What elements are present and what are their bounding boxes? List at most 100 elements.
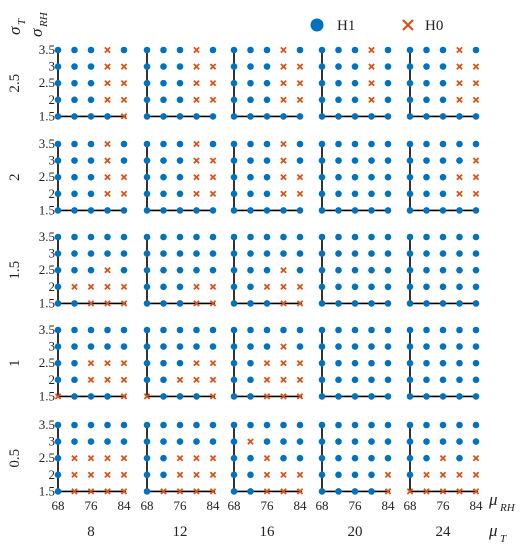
- h1-point: [230, 207, 238, 214]
- h0-point: [104, 454, 111, 462]
- h1-point: [176, 250, 184, 257]
- h1-point: [247, 488, 254, 495]
- h1-point: [384, 157, 392, 164]
- h0-point: [472, 190, 480, 198]
- h1-point: [176, 283, 184, 291]
- panel-r4-c2: [230, 421, 304, 495]
- h1-point: [54, 96, 62, 104]
- h1-point: [71, 63, 78, 70]
- h1-point: [335, 173, 342, 181]
- h1-point: [160, 157, 167, 164]
- h0-point: [104, 359, 111, 367]
- h1-point: [368, 376, 375, 384]
- h1-point: [456, 376, 463, 384]
- h1-point: [160, 393, 167, 400]
- h1-point: [87, 266, 95, 274]
- h1-point: [384, 173, 392, 181]
- h1-point: [54, 190, 62, 198]
- h1-point: [423, 63, 430, 70]
- h1-point: [54, 63, 62, 70]
- h1-point: [439, 359, 447, 367]
- h1-point: [423, 326, 430, 334]
- h1-point: [406, 376, 414, 384]
- h1-point: [160, 421, 167, 429]
- h1-point: [351, 438, 359, 445]
- h1-point: [176, 266, 184, 274]
- h1-point: [143, 140, 151, 148]
- h1-point: [439, 79, 447, 87]
- h1-point: [439, 190, 447, 198]
- inner-x-tick-label: 76: [174, 498, 188, 513]
- h1-point: [230, 190, 238, 198]
- row-value-label: 2.5: [7, 74, 23, 93]
- h1-point: [472, 266, 480, 274]
- h0-point: [104, 376, 111, 384]
- h0-point: [193, 283, 200, 291]
- h1-point: [335, 359, 342, 367]
- h0-point: [120, 79, 128, 87]
- h1-point: [143, 63, 151, 70]
- h1-point: [423, 46, 430, 54]
- h1-point: [160, 376, 167, 384]
- h1-point: [318, 173, 326, 181]
- h1-point: [318, 46, 326, 54]
- h1-point: [368, 173, 375, 181]
- h1-point: [335, 79, 342, 87]
- h1-point: [351, 140, 359, 148]
- h1-point: [143, 46, 151, 54]
- inner-y-tick-label: 3.5: [39, 136, 55, 151]
- h1-point: [423, 157, 430, 164]
- h1-point: [143, 454, 151, 462]
- h1-point: [230, 376, 238, 384]
- h1-point: [160, 326, 167, 334]
- h1-point: [335, 46, 342, 54]
- column-value-label: 24: [436, 524, 452, 540]
- h1-point: [296, 250, 304, 257]
- h1-point: [280, 326, 287, 334]
- h0-point: [368, 63, 375, 70]
- column-value-label: 20: [348, 524, 363, 540]
- h1-point: [176, 359, 184, 367]
- h1-point: [143, 438, 151, 445]
- inner-y-tick-label: 2.5: [39, 355, 55, 370]
- h1-point: [368, 488, 375, 495]
- h1-point: [160, 173, 167, 181]
- h1-point: [318, 393, 326, 400]
- h1-point: [368, 438, 375, 445]
- h0-point: [120, 113, 128, 120]
- h1-point: [209, 438, 217, 445]
- panel-r4-c1: [143, 421, 217, 495]
- h0-point: [120, 173, 128, 181]
- h0-point: [209, 471, 217, 479]
- h1-point: [318, 454, 326, 462]
- h1-point: [368, 471, 375, 479]
- h1-point: [230, 96, 238, 104]
- h1-point: [87, 343, 95, 350]
- h1-point: [439, 157, 447, 164]
- h1-point: [87, 140, 95, 148]
- column-axis-symbol: μ: [488, 521, 498, 540]
- h1-point: [104, 393, 111, 400]
- h1-point: [230, 250, 238, 257]
- h1-point: [384, 393, 392, 400]
- inner-y-tick-label: 2.5: [39, 450, 55, 465]
- h1-point: [456, 157, 463, 164]
- inner-y-tick-label: 3: [49, 153, 56, 168]
- h1-point: [406, 96, 414, 104]
- h0-point: [104, 46, 111, 54]
- h1-point: [71, 79, 78, 87]
- h1-point: [423, 359, 430, 367]
- h1-point: [54, 79, 62, 87]
- h0-point: [280, 157, 287, 164]
- h1-point: [318, 113, 326, 120]
- h0-point: [472, 488, 480, 495]
- h1-point: [247, 63, 254, 70]
- h1-point: [384, 140, 392, 148]
- h1-point: [439, 393, 447, 400]
- h1-point: [472, 113, 480, 120]
- h1-point: [104, 438, 111, 445]
- h1-point: [456, 326, 463, 334]
- h1-point: [209, 207, 217, 214]
- h1-point: [54, 454, 62, 462]
- h1-point: [406, 207, 414, 214]
